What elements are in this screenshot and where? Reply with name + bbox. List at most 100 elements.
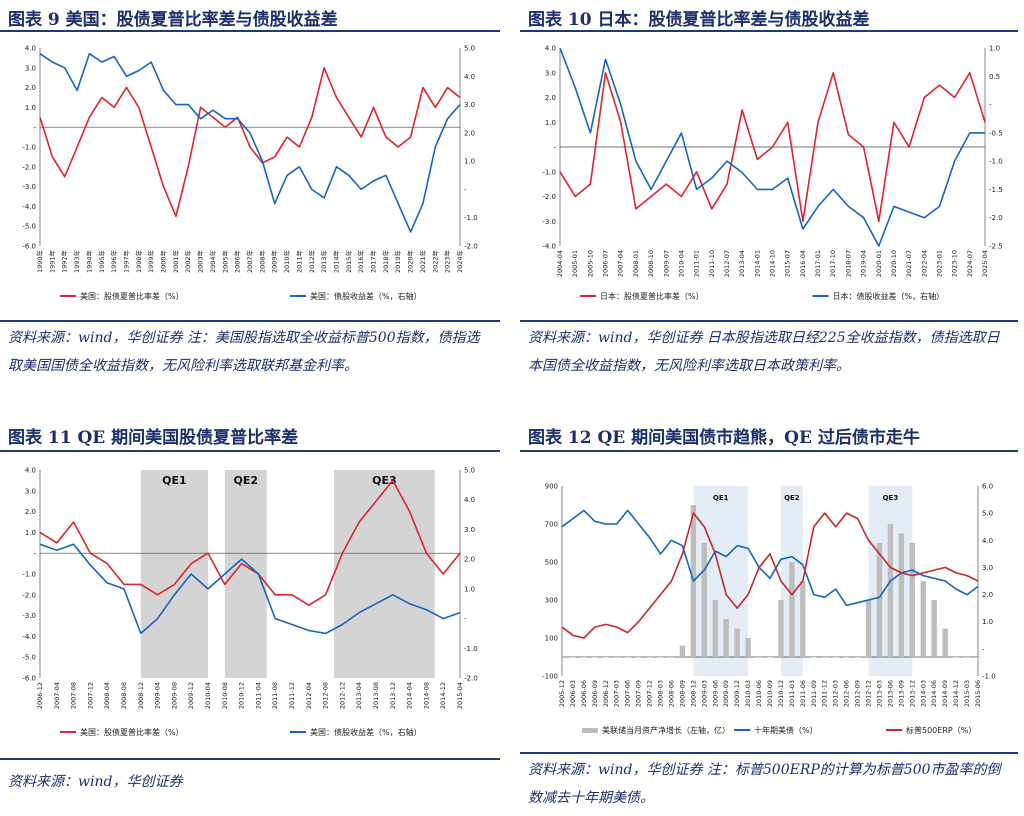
- bar: [625, 657, 631, 658]
- y-tick-label: 2.0: [545, 94, 556, 102]
- x-tick-label: 2013-06: [886, 680, 894, 707]
- x-tick-label: 2009-03: [700, 680, 708, 707]
- x-tick-label: 2007-09: [635, 680, 643, 707]
- y-tick-label: 300: [545, 597, 558, 605]
- bar: [964, 657, 970, 658]
- x-tick-label: 2020-01: [875, 250, 883, 277]
- bar: [559, 657, 565, 658]
- bar: [635, 657, 642, 658]
- series-line: [559, 71, 986, 223]
- page-title: 图表 10 日本：股债夏普比率差与债股收益差: [528, 10, 870, 30]
- bar: [756, 657, 762, 658]
- x-tick-label: 2015-03: [963, 680, 971, 707]
- x-tick-label: 2010年: [282, 250, 291, 274]
- bar: [745, 638, 751, 657]
- legend-label: 美国：股债夏普比率差（%）: [80, 291, 184, 301]
- y2-tick-label: 1.0: [989, 45, 1000, 53]
- y-tick-label: 1.0: [545, 119, 556, 127]
- x-tick-label: 2006-03: [569, 680, 577, 707]
- x-tick-label: 2025-04: [981, 250, 989, 277]
- x-tick-label: 2006-09: [591, 680, 599, 707]
- qe-band: [224, 470, 267, 678]
- y2-tick-label: 5.0: [982, 510, 993, 518]
- x-tick-label: 2005年: [220, 250, 229, 274]
- band-label: QE1: [162, 474, 187, 487]
- y2-tick-label: -: [464, 615, 467, 623]
- x-tick-label: 2013-08: [372, 682, 380, 709]
- y2-tick-label: -: [982, 645, 985, 653]
- chart-us-sharpe: 4.03.02.01.0--1.0-2.0-3.0-4.0-5.0-6.05.0…: [22, 45, 478, 302]
- bar: [679, 645, 686, 657]
- chart-qe-bond: QE1 QE2 QE3 900 700 500 300 100 -100 6.0 5.0 4.0 3.0…: [542, 483, 996, 736]
- x-tick-label: 2005-01: [571, 250, 579, 277]
- y2-tick-label: 3.0: [464, 101, 475, 109]
- x-tick-label: 2010-06: [755, 680, 763, 707]
- y2-tick-label: 5.0: [464, 45, 475, 53]
- series-line: [39, 52, 461, 233]
- qe-band: [693, 486, 749, 676]
- y-tick-label: -: [33, 550, 36, 558]
- x-tick-label: 2015-04: [456, 682, 464, 709]
- y2-tick-label: 4.0: [464, 73, 475, 81]
- qe-band: [334, 470, 435, 678]
- x-tick-label: 2018-07: [844, 250, 852, 277]
- x-tick-label: 2012-03: [832, 680, 840, 707]
- x-tick-label: 2009年: [270, 250, 279, 274]
- y-tick-label: 2.0: [25, 508, 36, 516]
- y2-tick-label: -0.5: [989, 129, 1003, 137]
- y-tick-label: 900: [545, 483, 558, 491]
- y2-tick-label: 2.0: [464, 556, 475, 564]
- x-tick-label: 2007-06: [624, 680, 632, 707]
- series-line: [39, 66, 461, 218]
- chart-qe-sharpe: QE1 QE2 QE34.03.02.01.0--1.0-2.0-3.0-4.0-5…: [22, 467, 477, 738]
- y2-tick-label: -2.5: [989, 243, 1003, 251]
- y-tick-label: -2.0: [542, 193, 556, 201]
- y2-tick-label: -2.0: [464, 243, 478, 251]
- source-note: 资料来源：wind，华创证券 注：标普500ERP的计算为标普500市盈率的倒数…: [528, 762, 1001, 806]
- x-tick-label: 2013-04: [738, 250, 746, 277]
- divider: [520, 30, 1018, 32]
- bar: [767, 657, 773, 658]
- page-title: 图表 9 美国：股债夏普比率差与债股收益差: [8, 10, 338, 30]
- bar: [876, 543, 883, 657]
- x-tick-label: 2008-12: [137, 682, 145, 709]
- x-tick-label: 2014-01: [753, 250, 761, 277]
- divider: [0, 30, 500, 32]
- series-line: [561, 509, 979, 607]
- panel-qe-sharpe: 图表 11 QE 期间美国股债夏普比率差 QE1 QE2 QE3 4.0 3.0 2.0 1…: [0, 418, 500, 816]
- band-label: QE1: [713, 494, 729, 502]
- bar: [854, 657, 861, 658]
- bar: [570, 657, 576, 658]
- y-tick-label: -5.0: [22, 654, 36, 662]
- x-tick-label: 2011年: [294, 250, 303, 274]
- x-tick-label: 2013-04: [355, 682, 363, 709]
- bar: [723, 619, 729, 657]
- bar: [668, 657, 675, 658]
- y2-tick-label: 1.0: [982, 618, 993, 626]
- x-tick-label: 2015-06: [974, 680, 982, 707]
- y2-tick-label: 4.0: [982, 537, 993, 545]
- bar: [909, 543, 915, 657]
- y2-tick-label: -1.0: [989, 158, 1003, 166]
- source-note: 资料来源：wind，华创证券 注：美国股指选取全收益标普500指数，债指选取美国…: [8, 330, 480, 374]
- y2-tick-label: 2.0: [464, 129, 475, 137]
- bar: [942, 628, 948, 657]
- bar: [603, 657, 609, 658]
- bar: [920, 581, 926, 657]
- x-tick-label: 1993年: [72, 250, 81, 274]
- bar: [843, 657, 850, 658]
- divider: [520, 320, 1018, 322]
- y-tick-label: 4.0: [545, 45, 556, 53]
- bar: [657, 657, 664, 658]
- bar: [712, 600, 718, 657]
- x-tick-label: 2021年: [418, 250, 427, 274]
- y2-tick-label: -1.0: [982, 673, 996, 681]
- x-tick-label: 2010-04: [677, 250, 685, 277]
- x-tick-label: 2011-10: [708, 250, 716, 277]
- y-tick-label: -2.0: [22, 591, 36, 599]
- y-tick-label: -3.0: [542, 218, 556, 226]
- x-tick-label: 2018年: [381, 250, 390, 274]
- bar: [592, 657, 598, 658]
- divider: [0, 450, 500, 452]
- band-label: QE3: [883, 494, 899, 502]
